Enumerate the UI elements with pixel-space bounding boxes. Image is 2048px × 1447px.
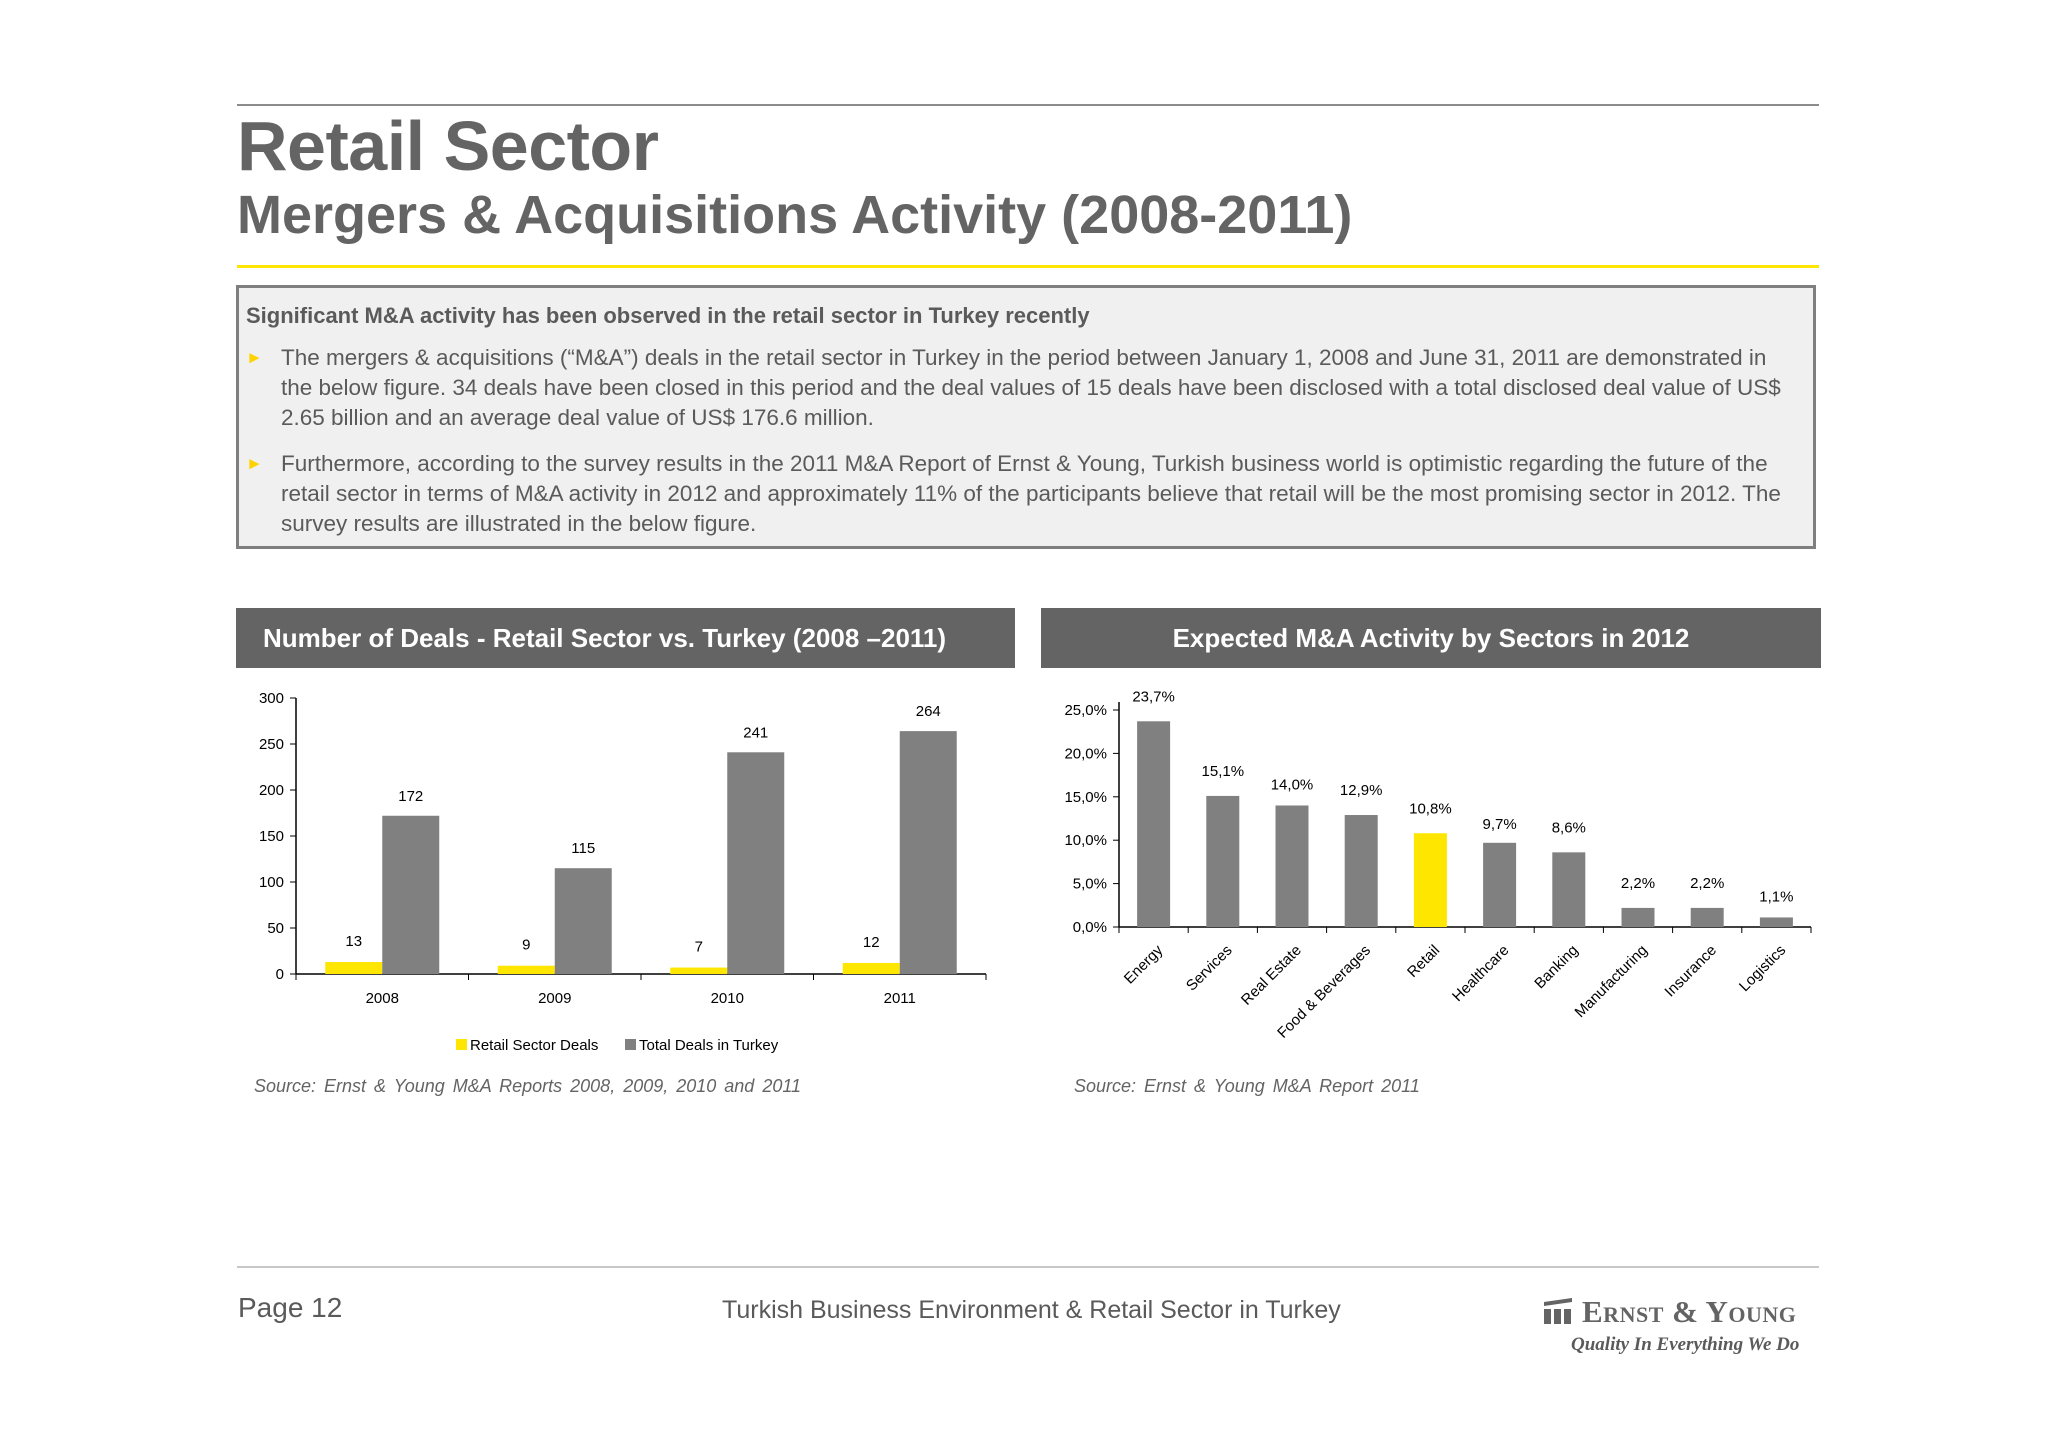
legend-label: Retail Sector Deals [470, 1037, 598, 1054]
bar [1483, 842, 1517, 927]
data-label: 12 [863, 934, 880, 951]
data-label: 172 [398, 788, 423, 805]
summary-heading: Significant M&A activity has been observ… [246, 303, 1090, 328]
summary-bullet: ► The mergers & acquisitions (“M&A”) dea… [246, 343, 1791, 435]
page-title: Retail Sector [237, 107, 659, 185]
y-tick-label: 100 [259, 874, 284, 891]
data-label: 23,7% [1132, 688, 1175, 705]
sector-bar-chart: 0,0% 5,0% 10,0% 15,0% 20,0% 25,0% 23,7% Energy 1… [1064, 688, 1812, 1042]
bar [1344, 815, 1378, 927]
y-tick-label: 15,0% [1064, 789, 1107, 806]
bar [842, 962, 900, 974]
data-label: 9,7% [1482, 816, 1516, 833]
x-tick-label: 2010 [711, 990, 744, 1007]
bar [1690, 907, 1724, 927]
bar [1206, 795, 1240, 927]
deals-chart-source: Source: Ernst & Young M&A Reports 2008, … [254, 1076, 802, 1096]
bar [670, 967, 728, 974]
x-tick-label: Retail [1404, 942, 1443, 981]
y-tick-label: 5,0% [1073, 876, 1107, 893]
y-tick-label: 25,0% [1064, 702, 1107, 719]
arrow-bullet-icon: ► [246, 348, 263, 367]
bar [1275, 805, 1309, 927]
y-tick-label: 200 [259, 782, 284, 799]
x-tick-label: 2009 [538, 990, 571, 1007]
x-tick-label: Banking [1531, 942, 1581, 992]
top-divider [237, 104, 1819, 106]
bar [1552, 852, 1586, 927]
yellow-divider [237, 265, 1819, 268]
data-label: 13 [345, 933, 362, 950]
data-label: 12,9% [1340, 782, 1383, 799]
ey-tagline: Quality In Everything We Do [1571, 1334, 1800, 1355]
bar [1759, 917, 1793, 927]
ernst-young-logo: Ernst & Young Quality In Everything We D… [1536, 1290, 1826, 1360]
bar [497, 965, 555, 974]
page-number: Page 12 [238, 1292, 343, 1323]
data-label: 14,0% [1271, 776, 1314, 793]
bar [1621, 907, 1655, 927]
data-label: 8,6% [1552, 819, 1586, 836]
data-label: 264 [916, 703, 941, 720]
deals-chart-header: Number of Deals - Retail Sector vs. Turk… [236, 608, 1015, 668]
x-tick-label: Manufacturing [1572, 942, 1651, 1021]
data-label: 241 [743, 724, 768, 741]
page-subtitle: Mergers & Acquisitions Activity (2008-20… [237, 185, 1353, 245]
deals-bar-chart: 0 50 100 150 200 250 300 2008 13 172 2009 9 115 2010 7… [259, 690, 987, 1054]
ey-mark-icon [1544, 1298, 1572, 1324]
x-tick-label: Real Estate [1238, 942, 1305, 1009]
x-tick-label: Logistics [1736, 942, 1789, 995]
sector-chart-header: Expected M&A Activity by Sectors in 2012 [1041, 608, 1821, 668]
x-tick-label: 2008 [366, 990, 399, 1007]
y-tick-label: 0,0% [1073, 919, 1107, 936]
bar [554, 868, 612, 974]
bar [1413, 833, 1447, 927]
summary-bullet: ► Furthermore, according to the survey r… [246, 449, 1791, 541]
bar [1137, 721, 1171, 927]
y-tick-label: 10,0% [1064, 832, 1107, 849]
summary-bullet-text: The mergers & acquisitions (“M&A”) deals… [281, 345, 1781, 430]
x-tick-label: Healthcare [1449, 942, 1512, 1005]
data-label: 15,1% [1202, 763, 1245, 780]
document-title: Turkish Business Environment & Retail Se… [722, 1296, 1341, 1324]
y-tick-label: 300 [259, 690, 284, 707]
x-tick-label: 2011 [884, 990, 916, 1007]
ey-company-name: Ernst & Young [1582, 1294, 1797, 1329]
bar [325, 962, 383, 974]
y-tick-label: 150 [259, 828, 284, 845]
data-label: 9 [522, 937, 530, 954]
sector-chart-source: Source: Ernst & Young M&A Report 2011 [1074, 1076, 1420, 1096]
summary-bullet-text: Furthermore, according to the survey res… [281, 451, 1781, 536]
x-tick-label: Energy [1121, 941, 1167, 987]
data-label: 2,2% [1690, 875, 1724, 892]
x-tick-label: Services [1183, 942, 1236, 995]
y-tick-label: 50 [267, 920, 284, 937]
data-label: 10,8% [1409, 800, 1452, 817]
summary-box: Significant M&A activity has been observ… [236, 285, 1816, 549]
legend-label: Total Deals in Turkey [639, 1037, 779, 1054]
data-label: 7 [695, 939, 703, 956]
data-label: 115 [571, 840, 595, 857]
arrow-bullet-icon: ► [246, 454, 263, 473]
bar [727, 752, 785, 974]
legend-swatch [456, 1039, 467, 1050]
bar [382, 815, 440, 974]
legend-swatch [625, 1039, 636, 1050]
y-tick-label: 20,0% [1064, 745, 1107, 762]
data-label: 2,2% [1621, 875, 1655, 892]
data-label: 1,1% [1759, 888, 1793, 905]
x-tick-label: Insurance [1661, 942, 1720, 1001]
bar [899, 731, 957, 974]
y-tick-label: 250 [259, 736, 284, 753]
y-tick-label: 0 [276, 966, 284, 983]
footer-divider [237, 1266, 1819, 1268]
